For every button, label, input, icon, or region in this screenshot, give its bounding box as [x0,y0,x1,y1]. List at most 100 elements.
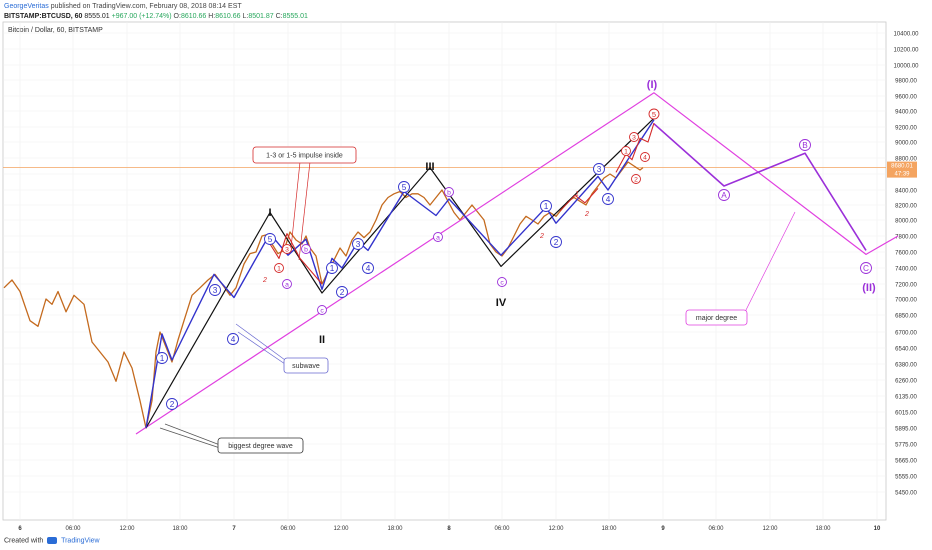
blue-wave-circle [550,236,562,248]
created-with-label: Created with [4,537,44,545]
blue-wave-line [145,119,655,429]
purple-subwave-circle-text: a [285,281,289,288]
author-link[interactable]: GeorgeVeritas [4,3,49,10]
blue-wave-circle [362,262,374,274]
red-wave-number: 2 [584,211,589,218]
blue-wave-circle-text: 1 [544,202,549,211]
wave-label-major-II: (II) [862,282,876,294]
y-tick-label: 10000.00 [893,64,919,70]
purple-subwave-circle [433,232,443,242]
x-tick-label: 12:00 [548,526,564,532]
y-tick-label: 6850.00 [895,314,917,320]
price-line [3,161,644,429]
blue-wave-circle-text: 2 [340,288,345,297]
annotation-biggest-degree-box [217,437,304,454]
y-tick-label: 9800.00 [895,79,917,85]
annotation-subwave: subwave [292,363,320,370]
blue-wave-circle [336,286,348,298]
callout-line [235,323,286,361]
y-tick-label: 9400.00 [895,110,917,116]
red-subwave-line [559,188,599,212]
blue-wave-circle [264,233,276,245]
y-tick-label: 6700.00 [895,331,917,337]
x-tick-label: 18:00 [815,526,831,532]
y-tick-label: 9000.00 [895,141,917,147]
y-tick-label: 8800.00 [895,157,917,163]
tradingview-brand[interactable]: TradingView [61,537,100,545]
x-tick-label: 18:00 [172,526,188,532]
purple-subwave-circle [317,305,327,315]
red-subwave-line [269,233,323,285]
y-tick-label: 8400.00 [895,189,917,195]
y-tick-label: 7800.00 [895,235,917,241]
symbol-label: BITSTAMP:BTCUSD, 60 [4,13,83,20]
annotation-major-degree: major degree [696,315,737,322]
y-tick-label: 6540.00 [895,347,917,353]
blue-wave-circle [593,163,605,175]
open-value: 8610.66 [180,13,207,20]
y-tick-label: 5555.00 [895,475,917,481]
y-tick-label: 5450.00 [895,491,917,497]
purple-subwave-circle-text: c [320,307,324,314]
plot-frame [2,21,887,521]
y-tick-label: 6260.00 [895,379,917,385]
annotation-impulse: 1-3 or 1-5 impulse inside [266,153,343,160]
blue-wave-circle [602,193,614,205]
magenta-channel-line [135,92,899,435]
blue-wave-circle [209,284,221,296]
blue-wave-circle [398,181,410,193]
x-tick-label: 06:00 [494,526,510,532]
y-tick-label: 10200.00 [893,48,919,54]
x-tick-label: 12:00 [119,526,135,532]
blue-wave-circle [540,200,552,212]
purple-subwave-circle [301,244,311,254]
blue-wave-circle [352,238,364,250]
red-subwave-circle [631,174,641,184]
purple-subwave-circle [497,277,507,287]
red-subwave-circle-text: 3 [632,134,636,141]
blue-wave-circle-text: 3 [213,286,218,295]
blue-wave-circle-text: 1 [160,354,165,363]
y-tick-label: 5665.00 [895,459,917,465]
blue-wave-circle-text: 1 [330,264,335,273]
x-tick-label: 06:00 [708,526,724,532]
y-tick-label: 5775.00 [895,443,917,449]
red-subwave-circle-text: 4 [643,154,647,161]
major-wave-A [718,189,730,201]
y-tick-label: 8200.00 [895,204,917,210]
red-wave-number: 2 [262,277,267,284]
x-tick-label: 7 [232,526,236,532]
current-price-value: 8680.01 [891,164,913,170]
blue-wave-circle [166,398,178,410]
x-tick-label: 8 [447,526,451,532]
y-tick-label: 10400.00 [893,32,919,38]
purple-subwave-circle-text: a [436,234,440,241]
blue-wave-circle-text: 2 [170,400,175,409]
blue-wave-circle [156,352,168,364]
x-tick-label: 12:00 [333,526,349,532]
close-value: 8555.01 [282,13,308,20]
wave-label-II: II [319,334,325,346]
blue-wave-circle-text: 3 [597,165,602,174]
x-tick-label: 10 [874,526,881,532]
wave-top-circle [648,108,660,120]
annotation-impulse-box [252,146,357,164]
blue-wave-circle [227,333,239,345]
callout-line [159,427,221,449]
red-subwave-circle [640,152,650,162]
red-subwave-circle-text: 1 [277,265,281,272]
major-wave-B [799,139,811,151]
chart-header: GeorgeVeritas published on TradingView.c… [4,2,308,22]
current-price-tag [887,161,917,178]
price-change: +967.00 (+12.74%) [111,13,172,20]
purple-subwave-circle-text: b [304,246,308,253]
purple-subwave-circle [282,279,292,289]
purple-subwave-circle-text: b [447,189,451,196]
wave-label-I: I [268,207,271,219]
x-tick-label: 18:00 [601,526,617,532]
wave-top-circle-text: 5 [652,110,656,119]
high-value: 8610.66 [215,13,241,20]
purple-projection-line [653,123,867,251]
blue-wave-circle-text: 4 [606,195,611,204]
